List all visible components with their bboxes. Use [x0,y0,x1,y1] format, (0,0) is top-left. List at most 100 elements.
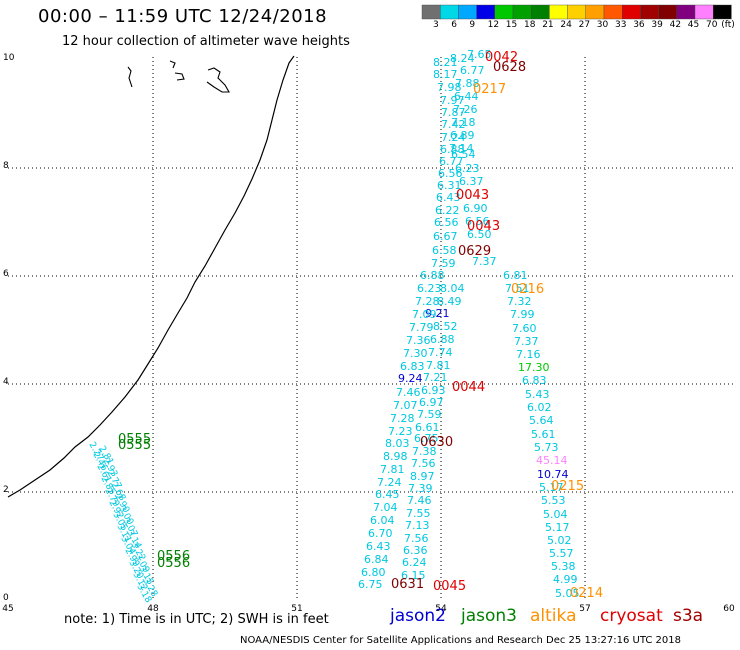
island-outline [169,60,176,69]
y-tick-label: 2 [3,485,9,495]
pass-time-label: 0628 [493,60,526,75]
wave-height-value: 7.16 [516,348,541,361]
wave-height-value: 7.23 [388,425,413,438]
wave-height-value: 8.21 [433,56,458,69]
scale-label: 6 [451,20,457,30]
wave-height-value: 7.51 [505,282,530,295]
wave-height-value: 8.97 [410,470,435,483]
scale-label: (ft) [721,20,735,30]
scale-swatch [476,4,496,20]
wave-height-value: 7.13 [405,519,430,532]
satellite-cryosat: cryosat [600,606,663,626]
wave-height-value: 6.36 [403,544,428,557]
wave-height-value: 7.18 [451,116,476,129]
wave-height-value: 8.98 [383,450,408,463]
pass-time-label: 0043 [467,219,500,234]
wave-height-value: 7.30 [403,347,428,360]
wave-height-value: 6.67 [433,230,458,243]
scale-label: 39 [651,20,663,30]
wave-height-value: 7.99 [510,308,535,321]
pass-time-label: 0629 [458,244,491,259]
scale-swatch [549,4,568,20]
wave-height-value: 9.21 [425,307,450,320]
wave-height-value: 7.26 [453,103,478,116]
x-tick-label: 51 [291,604,302,614]
wave-height-value: 6.80 [361,566,386,579]
footer-credit: NOAA/NESDIS Center for Satellite Applica… [240,635,682,646]
wave-height-value: 8.04 [440,282,465,295]
wave-height-value: 5.04 [543,508,568,521]
wave-height-value: 6.43 [366,540,391,553]
wave-height-value: 7.24 [377,476,402,489]
wave-height-value: 6.77 [460,64,485,77]
wave-height-value: 5.17 [539,481,564,494]
wave-height-value: 6.84 [364,553,389,566]
wave-height-value: 8.52 [433,320,458,333]
pass-time-label: 0044 [452,380,485,395]
color-scale [421,4,732,20]
scale-label: 27 [578,20,591,30]
scale-label: 18 [524,20,536,30]
wave-height-value: 7.28 [390,412,415,425]
scale-swatch [585,4,605,20]
wave-height-value: 6.15 [401,569,426,582]
wave-height-value: 7.88 [455,77,480,90]
wave-height-value: 7.56 [404,532,429,545]
scale-label: 36 [633,20,645,30]
scale-label: 42 [669,20,682,30]
pass-time-label: 0042 [485,50,518,65]
scale-label: 70 [706,20,718,30]
wave-height-value: 6.02 [527,401,552,414]
island-outline [127,66,133,88]
x-tick-label: 57 [579,604,590,614]
scale-label: 30 [596,20,609,30]
y-tick-label: 4 [3,377,9,387]
island-outline [174,72,185,81]
scale-label: 24 [560,20,572,30]
scale-swatch [494,4,514,20]
pass-time-label: 0214 [570,586,603,601]
pass-time-label: 0630 [420,435,453,450]
wave-height-value: 4.99 [553,573,578,586]
wave-height-value: 6.88 [430,333,455,346]
wave-height-value: 5.64 [529,414,554,427]
wave-height-value: 6.37 [459,175,484,188]
wave-height-value: 7.55 [406,507,431,520]
wave-height-value: 7.14 [449,142,474,155]
y-tick-label: 8 [3,161,9,171]
wave-height-value: 7.38 [412,445,437,458]
scale-swatch [676,4,696,20]
page-title: 00:00 – 11:59 UTC 12/24/2018 [38,6,328,27]
wave-height-value: 7.87 [441,106,466,119]
wave-height-value: 5.73 [534,441,559,454]
scale-swatch [531,4,550,20]
scale-label: 21 [542,20,554,30]
scale-swatch [694,4,714,20]
scale-swatch [512,4,532,20]
pass-time-label: 0045 [433,579,466,594]
wave-height-value: 6.43 [436,191,461,204]
wave-height-value: 5.53 [541,494,566,507]
wave-height-value: 7.21 [423,371,448,384]
scale-swatch [622,4,641,20]
wave-height-value: 6.97 [419,396,444,409]
wave-height-value: 7.04 [373,501,398,514]
x-tick-label: 45 [2,604,13,614]
wave-height-value: 7.60 [512,322,537,335]
wave-height-value: 8.17 [433,68,458,81]
wave-height-value: 7.32 [507,295,532,308]
y-tick-label: 6 [3,269,9,279]
wave-height-value: 10.74 [537,468,569,481]
wave-height-value: 7.81 [426,359,451,372]
scale-swatch [658,4,677,20]
satellite-jason2: jason2 [390,606,446,626]
wave-height-value: 7.42 [441,118,466,131]
pass-time-label: 0556 [157,556,190,571]
scale-label: 33 [615,20,627,30]
pass-time-label: 0215 [551,479,584,494]
grid-lines [8,57,733,598]
wave-height-value: 7.74 [428,346,453,359]
coastline [7,55,295,498]
wave-height-value: 6.88 [440,143,465,156]
